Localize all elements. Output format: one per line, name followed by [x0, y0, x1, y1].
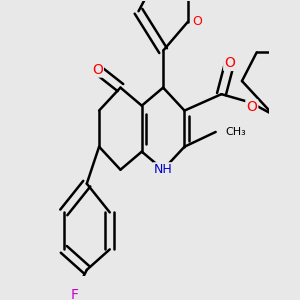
- Text: O: O: [224, 56, 235, 70]
- Text: NH: NH: [154, 163, 172, 176]
- Text: O: O: [193, 15, 202, 28]
- Text: O: O: [92, 62, 103, 76]
- Text: CH₃: CH₃: [226, 127, 246, 137]
- Text: O: O: [246, 100, 257, 114]
- Text: F: F: [70, 287, 79, 300]
